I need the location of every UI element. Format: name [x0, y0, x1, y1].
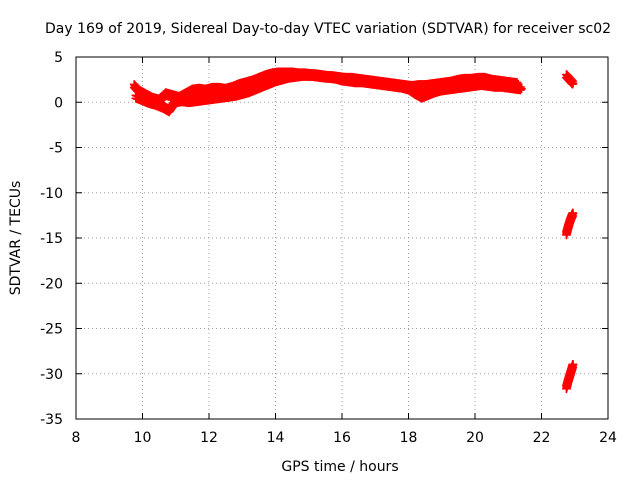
data-point [568, 209, 578, 218]
x-tick-label: 16 [333, 430, 351, 446]
y-tick-label: 5 [54, 50, 63, 66]
data-point [517, 84, 526, 93]
data-point [568, 78, 578, 88]
series-sc02-late-1 [562, 70, 578, 89]
series-sc02-track-B [131, 69, 526, 117]
x-tick-labels: 8 10 12 14 16 18 20 22 24 [72, 430, 617, 446]
x-tick-label: 8 [72, 430, 81, 446]
y-tick-labels: 5 0 -5 -10 -15 -20 -25 -30 -35 [40, 50, 63, 428]
y-tick-label: -5 [49, 141, 63, 157]
data-point [568, 360, 578, 369]
grid-layer [76, 57, 608, 419]
y-tick-label: -15 [40, 231, 63, 247]
axis-ticks [75, 56, 609, 420]
x-tick-label: 20 [466, 430, 484, 446]
x-tick-label: 12 [200, 430, 218, 446]
chart-title: Day 169 of 2019, Sidereal Day-to-day VTE… [45, 21, 611, 37]
series-sc02-late-3 [562, 359, 578, 394]
series-sc02-late-2 [562, 208, 578, 240]
data-point [516, 85, 525, 95]
x-tick-label: 10 [134, 430, 152, 446]
y-tick-label: 0 [54, 95, 63, 111]
y-tick-label: -20 [40, 276, 63, 292]
y-tick-label: -35 [40, 412, 63, 428]
y-tick-label: -25 [40, 322, 63, 338]
y-tick-label: -30 [40, 367, 63, 383]
y-axis-label: SDTVAR / TECUs [8, 181, 24, 296]
x-tick-label: 14 [267, 430, 285, 446]
y-tick-label: -10 [40, 186, 63, 202]
x-tick-label: 24 [599, 430, 617, 446]
data-marks [129, 67, 578, 394]
x-axis-label: GPS time / hours [281, 459, 398, 475]
x-tick-label: 18 [400, 430, 418, 446]
x-tick-label: 22 [533, 430, 551, 446]
